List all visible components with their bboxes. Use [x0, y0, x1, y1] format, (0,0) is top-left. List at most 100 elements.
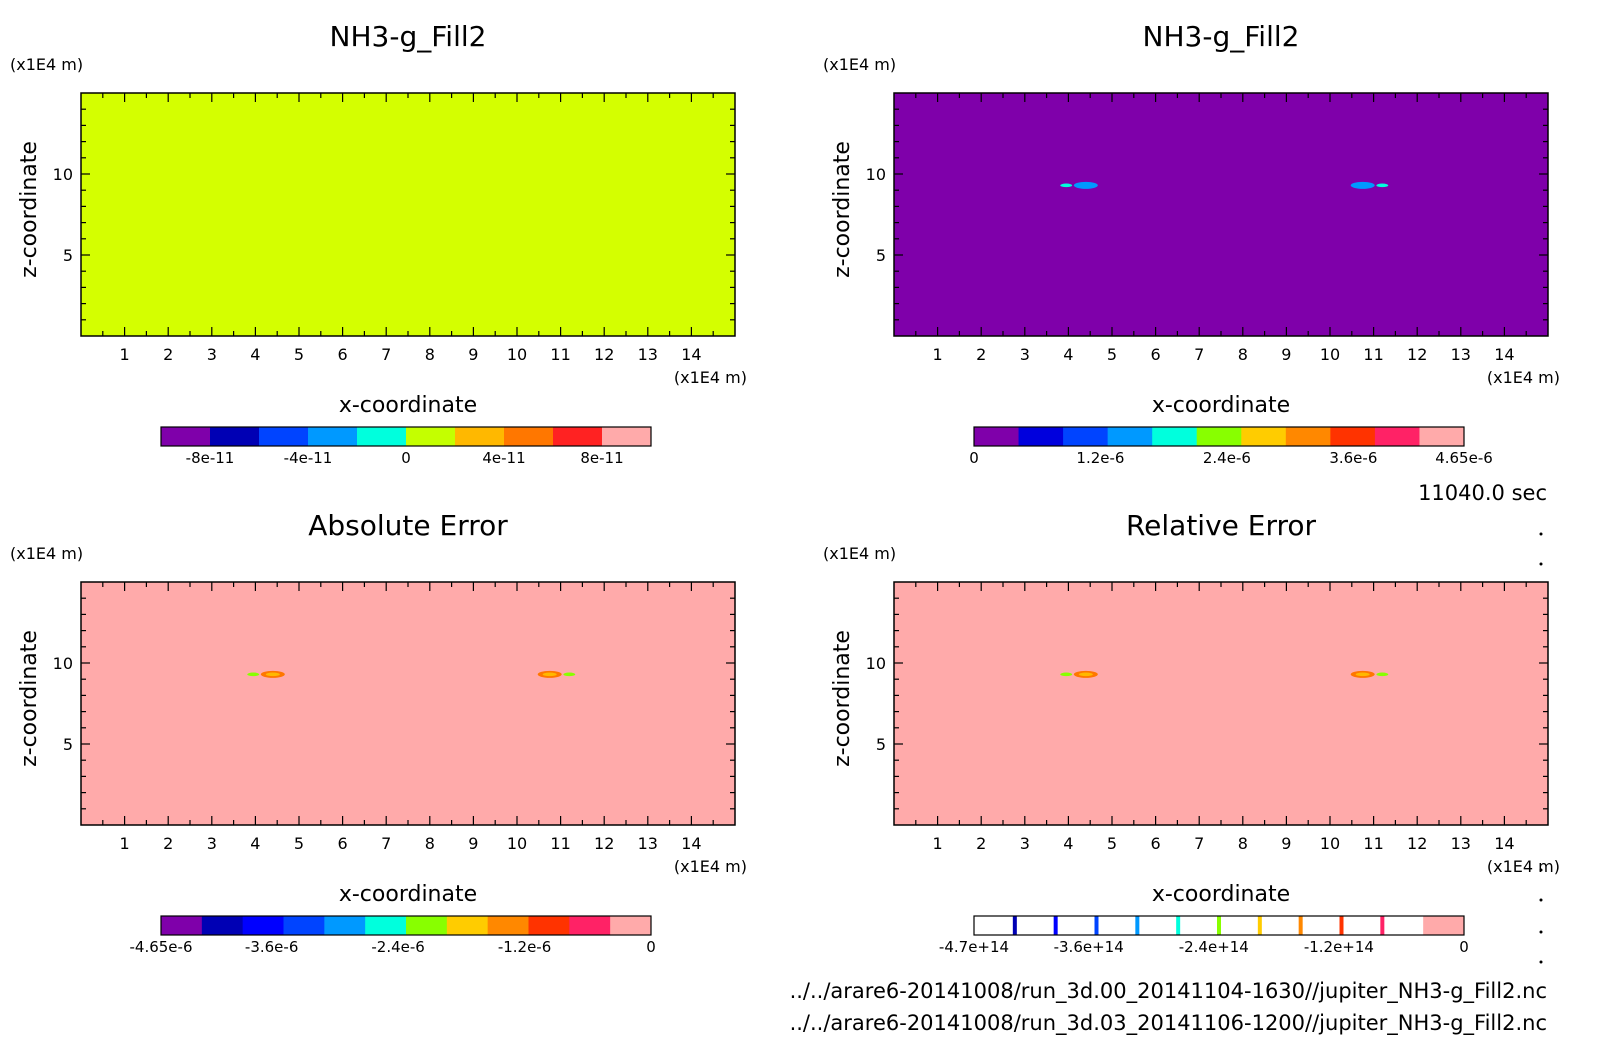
side-dot [1539, 898, 1543, 902]
colorbar-tick-label: 0 [969, 449, 979, 467]
y-tick-label: 5 [63, 735, 73, 754]
colorbar-marker [1053, 916, 1058, 935]
x-axis-label: x-coordinate [339, 882, 477, 907]
x-tick-label: 10 [1320, 345, 1340, 364]
colorbar-swatch [1300, 916, 1342, 935]
colorbar-marker [1135, 916, 1140, 935]
x-tick-label: 9 [1281, 834, 1291, 853]
colorbar-swatch [324, 916, 366, 935]
side-dot [1539, 562, 1543, 566]
x-unit-label: (x1E4 m) [674, 368, 747, 387]
x-tick-label: 12 [1407, 834, 1427, 853]
colorbar: -8e-11 -4e-11 0 4e-11 8e-11 [160, 426, 652, 467]
colorbar-tick-label: -8e-11 [186, 449, 235, 467]
colorbar-swatch [1285, 427, 1331, 446]
colorbar-tick-label: -2.4e-6 [371, 938, 424, 956]
heatmap-field [81, 93, 735, 336]
x-axis-label: x-coordinate [339, 393, 477, 418]
colorbar-swatch [1014, 916, 1057, 935]
colorbar-tick-label: 1.2e-6 [1076, 449, 1124, 467]
chart-panel-2: NH3-g_Fill2(x1E4 m)(x1E4 m)1 2 3 4 5 6 7 8 9 10 11… [823, 20, 1560, 467]
x-tick-label: 5 [1107, 834, 1117, 853]
colorbar-swatch [1330, 427, 1376, 446]
colorbar-swatch [406, 427, 456, 446]
x-tick-label: 7 [1194, 834, 1204, 853]
x-tick-label: 9 [468, 345, 478, 364]
x-tick-label: 3 [1020, 834, 1030, 853]
x-tick-label: 8 [425, 345, 435, 364]
x-tick-label: 6 [1151, 345, 1161, 364]
y-axis-label: z-coordinate [17, 141, 42, 278]
colorbar-frame [973, 426, 1465, 447]
colorbar-tick-label: -1.2e-6 [498, 938, 551, 956]
colorbar-tick-label: -4e-11 [284, 449, 333, 467]
heatmap-feature [1060, 672, 1073, 677]
x-tick-label: 11 [1363, 834, 1383, 853]
colorbar: -4.7e+14 -3.6e+14 -2.4e+14 -1.2e+14 0 [939, 915, 1469, 956]
colorbar: -4.65e-6 -3.6e-6 -2.4e-6 -1.2e-6 0 [130, 915, 656, 956]
colorbar-tick-label: -4.7e+14 [939, 938, 1009, 956]
colorbar-swatch [357, 427, 407, 446]
heatmap-feature [1355, 672, 1370, 677]
colorbar-marker [1298, 916, 1303, 935]
colorbar-swatch [974, 427, 1020, 446]
x-tick-label: 6 [338, 345, 348, 364]
colorbar-swatch [569, 916, 611, 935]
x-tick-label: 8 [1238, 345, 1248, 364]
y-tick-label: 5 [876, 735, 886, 754]
chart-title: Relative Error [1126, 509, 1317, 542]
colorbar-swatch [406, 916, 448, 935]
colorbar-tick-label: -1.2e+14 [1304, 938, 1374, 956]
colorbar-swatch [201, 916, 244, 935]
colorbar-tick-label: -3.6e-6 [245, 938, 298, 956]
x-tick-label: 5 [1107, 345, 1117, 364]
colorbar-marker [1094, 916, 1099, 935]
time-label: 11040.0 sec [1418, 481, 1547, 505]
heatmap-field [894, 93, 1548, 336]
x-tick-label: 6 [338, 834, 348, 853]
colorbar-frame [160, 426, 652, 447]
x-tick-label: 1 [120, 834, 130, 853]
x-tick-label: 2 [976, 834, 986, 853]
heatmap-feature [1073, 181, 1098, 189]
x-tick-label: 8 [1238, 834, 1248, 853]
colorbar-swatch [161, 916, 203, 935]
heatmap-feature [563, 672, 576, 677]
colorbar-swatch [1241, 427, 1287, 446]
colorbar-marker [1257, 916, 1262, 935]
x-tick-label: 9 [1281, 345, 1291, 364]
y-unit-label: (x1E4 m) [10, 544, 83, 563]
colorbar-tick-label: 2.4e-6 [1203, 449, 1251, 467]
x-axis-label: x-coordinate [1152, 882, 1290, 907]
x-tick-label: 1 [120, 345, 130, 364]
colorbar-swatch [1341, 916, 1383, 935]
colorbar-tick-label: 3.6e-6 [1329, 449, 1377, 467]
colorbar-swatch [1196, 427, 1242, 446]
y-tick-label: 10 [53, 165, 73, 184]
colorbar-swatch [242, 916, 284, 935]
colorbar-swatch [1063, 427, 1109, 446]
x-tick-label: 13 [1451, 834, 1471, 853]
x-unit-label: (x1E4 m) [1487, 857, 1560, 876]
side-dot [1539, 868, 1543, 872]
x-tick-label: 11 [550, 345, 570, 364]
chart-title: Absolute Error [308, 509, 508, 542]
x-tick-label: 9 [468, 834, 478, 853]
colorbar-swatch [259, 427, 309, 446]
x-tick-label: 7 [381, 834, 391, 853]
x-tick-label: 12 [1407, 345, 1427, 364]
colorbar-marker [1217, 916, 1221, 935]
side-dots [1539, 532, 1543, 964]
y-axis-label: z-coordinate [830, 141, 855, 278]
x-tick-label: 10 [507, 834, 527, 853]
colorbar-swatch [161, 427, 211, 446]
x-tick-label: 2 [163, 834, 173, 853]
x-tick-label: 11 [550, 834, 570, 853]
x-tick-label: 10 [1320, 834, 1340, 853]
colorbar: 0 1.2e-6 2.4e-6 3.6e-6 4.65e-6 [969, 426, 1493, 467]
x-tick-label: 5 [294, 345, 304, 364]
file-path-1: ../../arare6-20141008/run_3d.00_20141104… [790, 979, 1547, 1004]
x-tick-label: 13 [638, 834, 658, 853]
colorbar-swatch [455, 427, 505, 446]
